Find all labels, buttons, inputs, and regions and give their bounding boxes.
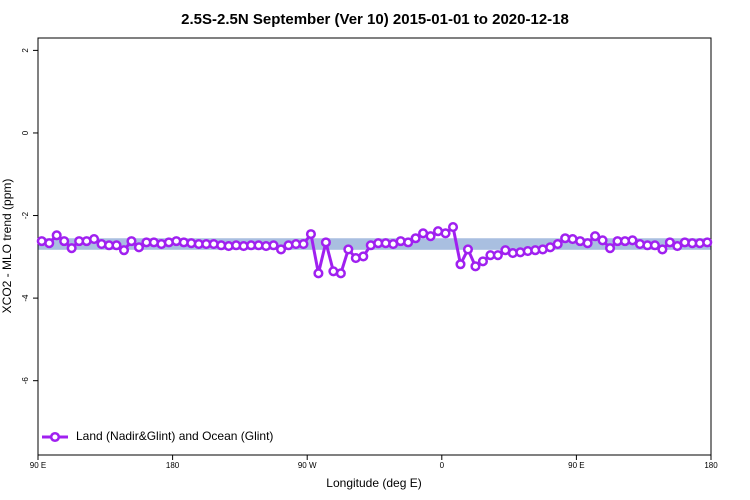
data-point [335, 268, 346, 279]
data-point [305, 229, 316, 240]
data-point [59, 236, 70, 247]
data-point [410, 233, 421, 244]
data-point [440, 228, 451, 239]
x-tick-label: 90 E [568, 461, 584, 470]
legend-label: Land (Nadir&Glint) and Ocean (Glint) [76, 429, 273, 443]
y-tick-label: 2 [21, 48, 30, 53]
plot-frame [37, 37, 712, 456]
data-point [126, 236, 137, 247]
x-tick-label: 90 W [298, 461, 317, 470]
data-point [702, 237, 713, 248]
data-point [470, 261, 481, 272]
x-tick-label: 0 [440, 461, 445, 470]
data-point [657, 244, 668, 255]
data-point [403, 237, 414, 248]
data-point [597, 235, 608, 246]
chart-title: 2.5S-2.5N September (Ver 10) 2015-01-01 … [181, 11, 569, 28]
y-tick-label: -2 [21, 211, 30, 219]
data-point [320, 237, 331, 248]
data-point [268, 240, 279, 251]
x-tick-label: 180 [166, 461, 180, 470]
x-axis-label: Longitude (deg E) [326, 476, 421, 490]
data-point [590, 231, 601, 242]
data-point [627, 235, 638, 246]
data-point [455, 259, 466, 270]
data-point [111, 240, 122, 251]
data-point [462, 244, 474, 255]
data-point [649, 240, 660, 251]
x-tick-label: 90 E [30, 461, 46, 470]
data-point [425, 231, 436, 242]
data-point [477, 256, 488, 267]
data-point [313, 268, 324, 279]
y-tick-label: -4 [21, 294, 30, 302]
data-point [552, 238, 563, 250]
data-point [44, 238, 55, 249]
x-tick-label: 180 [704, 461, 718, 470]
data-point [605, 243, 616, 254]
data-point [672, 241, 683, 252]
data-point [582, 238, 593, 249]
data-point [447, 222, 459, 233]
data-point [664, 237, 675, 248]
data-point [118, 245, 130, 256]
y-axis-label: XCO2 - MLO trend (ppm) [0, 179, 14, 314]
data-point [89, 234, 100, 245]
y-tick-label: -6 [21, 377, 30, 385]
data-point [358, 251, 369, 262]
data-point [133, 242, 144, 253]
data-point [298, 238, 309, 250]
data-point [66, 243, 77, 254]
y-tick-label: 0 [21, 130, 30, 135]
data-point [492, 250, 503, 261]
data-point [343, 244, 354, 255]
legend-marker [49, 431, 61, 443]
data-point [51, 230, 62, 241]
data-point [275, 244, 287, 255]
